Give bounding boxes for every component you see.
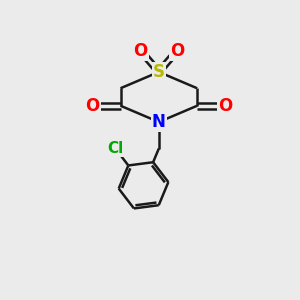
Text: O: O: [218, 97, 232, 115]
Text: O: O: [134, 42, 148, 60]
Text: S: S: [153, 63, 165, 81]
Text: Cl: Cl: [107, 141, 124, 156]
Text: O: O: [170, 42, 184, 60]
Text: N: N: [152, 113, 166, 131]
Text: O: O: [85, 97, 100, 115]
